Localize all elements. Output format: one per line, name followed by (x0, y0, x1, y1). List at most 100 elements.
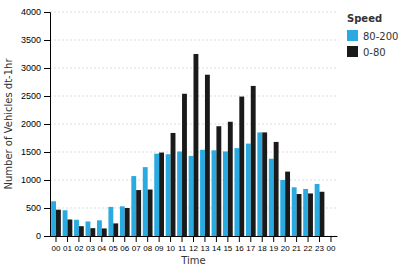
tick-mark (159, 236, 160, 242)
legend-swatch (347, 30, 358, 41)
tick: 02 (74, 236, 83, 253)
bars (51, 54, 324, 236)
tick-label: 04 (97, 244, 106, 253)
tick-label: 20 (281, 244, 290, 253)
legend-item: 80-200 (347, 30, 398, 42)
bar (97, 220, 102, 236)
tick-label: 17 (246, 244, 255, 253)
bar (246, 144, 251, 236)
tick: 11 (178, 236, 187, 253)
x-axis: 0001020304050607080910111213141516171819… (51, 236, 338, 253)
tick-label: 2500 (21, 91, 41, 101)
tick-mark (262, 236, 263, 242)
tick-label: 500 (26, 203, 41, 213)
tick-mark (44, 124, 50, 125)
tick: 09 (155, 236, 164, 253)
tick: 17 (246, 236, 255, 253)
tick-label: 05 (109, 244, 118, 253)
tick-mark (170, 236, 171, 242)
tick: 21 (292, 236, 301, 253)
tick-mark (239, 236, 240, 242)
tick-mark (296, 236, 297, 242)
tick: 2000 (21, 119, 50, 129)
tick: 04 (97, 236, 106, 253)
tick: 1500 (21, 147, 50, 157)
tick: 12 (189, 236, 198, 253)
bar (326, 236, 331, 237)
tick: 18 (258, 236, 267, 253)
tick-mark (124, 236, 125, 242)
tick-mark (330, 236, 331, 242)
bar (216, 126, 221, 236)
tick-mark (216, 236, 217, 242)
bar (189, 156, 194, 236)
tick-mark (44, 208, 50, 209)
bar (177, 151, 182, 236)
bar (297, 194, 302, 236)
bar (194, 54, 199, 236)
bar (234, 148, 239, 236)
tick-mark (101, 236, 102, 242)
bar (182, 94, 187, 236)
tick: 07 (132, 236, 141, 253)
legend-title: Speed (347, 13, 382, 24)
bar (292, 187, 297, 236)
tick-label: 21 (292, 244, 301, 253)
tick-mark (308, 236, 309, 242)
legend-swatch (347, 46, 358, 57)
tick-label: 14 (212, 244, 221, 253)
bar (223, 151, 228, 236)
bar (171, 133, 176, 236)
tick-mark (44, 236, 50, 237)
grid-line (50, 40, 337, 41)
tick-label: 07 (132, 244, 141, 253)
tick-mark (227, 236, 228, 242)
legend-label: 80-200 (363, 31, 398, 42)
tick-label: 2000 (21, 119, 41, 129)
bar (269, 159, 274, 236)
bar (274, 142, 279, 236)
bar (166, 154, 171, 236)
axis-line (44, 13, 51, 237)
bar (113, 223, 118, 236)
bar (125, 208, 130, 236)
series (56, 54, 324, 236)
tick-mark (147, 236, 148, 242)
tick: 15 (223, 236, 232, 253)
legend: Speed 80-200 0-80 (347, 13, 398, 58)
tick: 2500 (21, 91, 50, 101)
bar (228, 122, 233, 236)
tick-mark (136, 236, 137, 242)
bar (102, 228, 107, 236)
tick-label: 03 (86, 244, 95, 253)
tick: 10 (166, 236, 175, 253)
tick: 1000 (21, 175, 50, 185)
tick-mark (250, 236, 251, 242)
bar (257, 132, 262, 236)
bar (285, 172, 290, 236)
bar (143, 167, 148, 236)
bar (200, 150, 205, 236)
tick-label: 4000 (21, 7, 41, 17)
bar (331, 236, 336, 237)
tick-mark (113, 236, 114, 242)
tick: 22 (304, 236, 313, 253)
tick-mark (44, 152, 50, 153)
tick: 13 (201, 236, 210, 253)
bar (51, 201, 56, 236)
tick-label: 19 (269, 244, 278, 253)
bar (63, 210, 68, 236)
tick-mark (182, 236, 183, 242)
tick: 03 (86, 236, 95, 253)
tick: 500 (26, 203, 50, 213)
tick-label: 23 (315, 244, 324, 253)
bar (131, 176, 136, 236)
bar (56, 210, 61, 236)
bar (262, 132, 267, 236)
legend-label: 0-80 (363, 47, 386, 58)
tick-label: 12 (189, 244, 198, 253)
bar (303, 189, 308, 236)
y-axis-title: Number of Vehicles dt-1hr (3, 58, 14, 190)
tick: 19 (269, 236, 278, 253)
bar (148, 190, 153, 236)
